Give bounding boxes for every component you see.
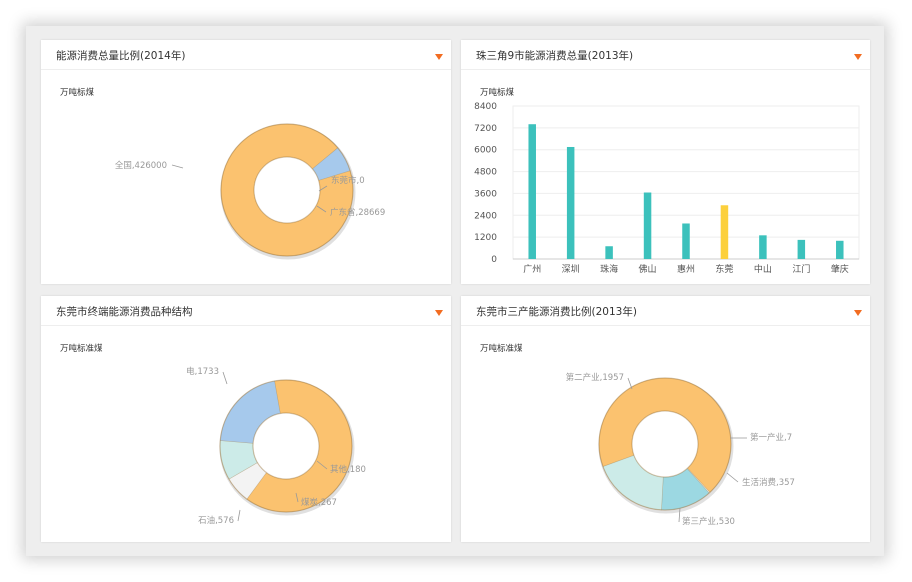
dropdown-caret-icon[interactable] <box>435 54 443 60</box>
slice-label-石油: 石油,576 <box>198 515 234 526</box>
panel-header: 珠三角9市能源消费总量(2013年) <box>461 40 870 70</box>
donut-hole <box>253 156 321 224</box>
dropdown-caret-icon[interactable] <box>854 310 862 316</box>
y-tick-label: 2400 <box>474 211 497 221</box>
slice-label-第二产业: 第二产业,1957 <box>566 372 624 383</box>
slice-label-生活消费: 生活消费,357 <box>742 477 795 488</box>
panel-header: 东莞市三产能源消费比例(2013年) <box>461 296 870 326</box>
dropdown-caret-icon[interactable] <box>854 54 862 60</box>
unit-label: 万吨标煤 <box>60 88 95 98</box>
dropdown-caret-icon[interactable] <box>435 310 443 316</box>
bar-中山[interactable] <box>759 235 767 259</box>
slice-label-第三产业: 第三产业,530 <box>682 516 735 527</box>
panel-three-industries-share: 东莞市三产能源消费比例(2013年) 万吨标准煤 第二产业,1957 第一产业,7… <box>461 296 870 542</box>
y-tick-label: 1200 <box>474 233 497 243</box>
x-tick-label: 佛山 <box>639 263 657 275</box>
panel-title: 东莞市三产能源消费比例(2013年) <box>476 306 637 318</box>
leader-line-生活消费 <box>726 472 739 483</box>
bar-chart-city-consumption: 0 1200 2400 3600 4800 6000 7200 8400 广州 深圳 珠海 佛山 惠州 东… <box>474 102 860 275</box>
bar-佛山[interactable] <box>643 192 652 259</box>
x-tick-label: 惠州 <box>677 263 695 275</box>
donut-hole <box>631 410 699 478</box>
bar-深圳[interactable] <box>566 146 575 259</box>
y-tick-label: 6000 <box>474 146 497 156</box>
panel-header: 能源消费总量比例(2014年) <box>41 40 451 70</box>
x-tick-label: 广州 <box>523 263 541 275</box>
leader-line-第二产业 <box>627 377 633 390</box>
panel-title: 能源消费总量比例(2014年) <box>56 50 186 62</box>
panel-header: 东莞市终端能源消费品种结构 <box>41 296 451 326</box>
x-tick-label: 东莞 <box>715 263 733 275</box>
slice-label-全国: 全国,426000 <box>115 160 167 171</box>
donut-outer-edge <box>220 123 354 257</box>
donut-hole <box>252 412 320 480</box>
panel-title: 珠三角9市能源消费总量(2013年) <box>476 50 634 62</box>
unit-label: 万吨标准煤 <box>480 344 523 354</box>
x-tick-label: 珠海 <box>600 263 618 275</box>
leader-line-其他 <box>316 460 328 470</box>
bar-东莞[interactable] <box>720 205 729 259</box>
x-tick-label: 深圳 <box>562 264 580 275</box>
donut-outer-edge <box>219 379 353 513</box>
donut-chart-energy-share: 全国,426000 东莞市,0 广东省,28669 <box>115 123 385 260</box>
leader-line-广东省 <box>316 205 327 213</box>
leader-line-电 <box>222 371 228 385</box>
slice-label-东莞市: 东莞市,0 <box>331 175 365 186</box>
x-tick-label: 江门 <box>792 263 810 275</box>
panel-pearl-delta-consumption: 珠三角9市能源消费总量(2013年) 万吨标煤 0 1200 2400 3600 480… <box>461 40 870 284</box>
y-tick-label: 4800 <box>474 168 497 178</box>
panel-terminal-energy-structure: 东莞市终端能源消费品种结构 万吨标准煤 电,1733 其他,180 煤炭,267 石油… <box>41 296 451 542</box>
x-tick-label: 中山 <box>754 263 772 275</box>
unit-label: 万吨标煤 <box>480 88 515 98</box>
slice-label-煤炭: 煤炭,267 <box>301 497 337 508</box>
bar-广州[interactable] <box>528 124 536 259</box>
x-tick-label: 肇庆 <box>831 263 849 275</box>
leader-line-东莞市 <box>318 185 328 192</box>
slice-label-第一产业: 第一产业,7 <box>750 432 792 443</box>
donut-chart-industry-share: 第二产业,1957 第一产业,7 生活消费,357 第三产业,530 <box>566 372 795 527</box>
slice-label-广东省: 广东省,28669 <box>330 207 385 218</box>
bar-肇庆[interactable] <box>836 240 844 259</box>
donut-outer-edge <box>598 377 732 511</box>
leader-line-煤炭 <box>295 492 299 503</box>
bar-珠海[interactable] <box>605 246 613 259</box>
slice-label-电: 电,1733 <box>186 366 219 377</box>
bar-惠州[interactable] <box>682 223 690 259</box>
leader-line-全国 <box>171 164 184 169</box>
y-tick-label: 7200 <box>474 124 497 134</box>
panel-title: 东莞市终端能源消费品种结构 <box>56 306 193 318</box>
slice-label-其他: 其他,180 <box>330 464 366 475</box>
leader-line-第三产业 <box>678 507 681 523</box>
unit-label: 万吨标准煤 <box>60 344 103 354</box>
panel-energy-share-2014: 能源消费总量比例(2014年) 万吨标煤 全国,426000 东莞市,0 广东省,2… <box>41 40 451 284</box>
leader-line-石油 <box>237 509 241 522</box>
donut-chart-energy-structure: 电,1733 其他,180 煤炭,267 石油,576 <box>186 366 366 526</box>
y-tick-label: 0 <box>491 255 497 265</box>
y-tick-label: 3600 <box>474 189 497 199</box>
y-tick-label: 8400 <box>474 102 497 112</box>
bar-江门[interactable] <box>797 239 806 259</box>
